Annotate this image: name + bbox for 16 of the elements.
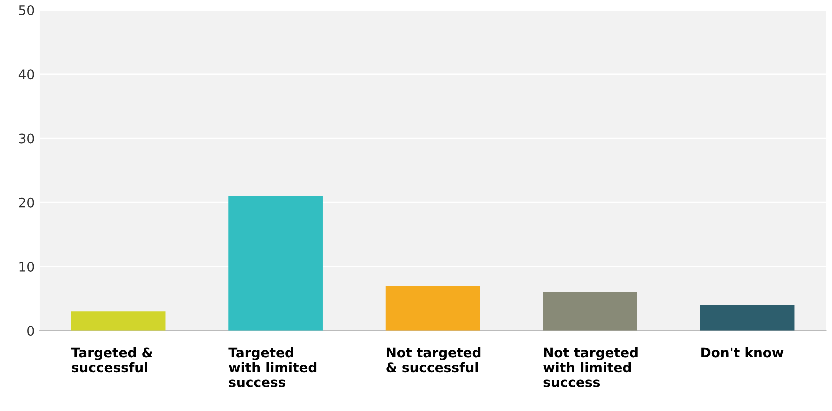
x-tick-label: Not targeted with limited success xyxy=(544,348,638,388)
x-tick-label: Targeted with limited success xyxy=(228,348,317,388)
y-tick-label: 20 xyxy=(19,198,34,208)
bar xyxy=(700,305,795,331)
x-tick-label: Targeted & successful xyxy=(71,348,153,373)
y-tick-label: 50 xyxy=(19,5,34,16)
bar xyxy=(543,292,638,331)
bar xyxy=(386,286,480,331)
y-tick-label: 10 xyxy=(20,262,34,272)
y-tick-label: 30 xyxy=(19,134,34,144)
y-tick-label: 0 xyxy=(28,326,34,336)
x-tick-label: Not targeted & successful xyxy=(386,348,481,373)
bar xyxy=(71,312,166,331)
y-tick-label: 40 xyxy=(18,70,34,80)
bar xyxy=(228,196,323,331)
x-tick-label: Don't know xyxy=(702,348,784,358)
